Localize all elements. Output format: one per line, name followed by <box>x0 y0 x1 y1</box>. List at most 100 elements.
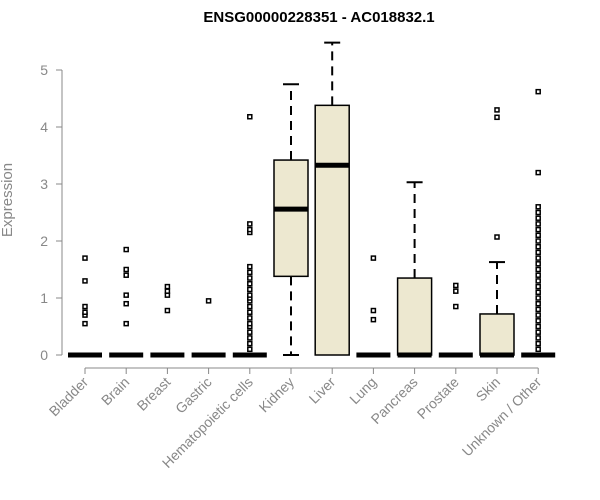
outlier-point <box>123 320 129 327</box>
box-hematopoietic-cells <box>232 113 267 358</box>
box-liver <box>314 41 350 356</box>
y-tick-label: 0 <box>40 347 48 363</box>
outlier-point <box>535 340 541 347</box>
outlier-point <box>164 288 171 294</box>
outlier-point <box>247 335 253 341</box>
outlier-point <box>535 232 541 239</box>
x-tick-label: Bladder <box>46 374 92 420</box>
outlier-point <box>535 249 541 256</box>
outlier-point <box>535 289 541 296</box>
iqr-box <box>314 104 350 356</box>
outlier-point <box>247 263 253 270</box>
y-tick-label: 3 <box>40 176 48 192</box>
chart-title: ENSG00000228351 - AC018832.1 <box>203 9 434 26</box>
outlier-point <box>453 288 459 294</box>
outlier-point <box>247 320 253 327</box>
outlier-point <box>535 318 541 324</box>
outlier-point <box>535 312 541 318</box>
box-lung <box>356 255 391 358</box>
outlier-point <box>123 300 129 307</box>
outlier-point <box>535 278 541 284</box>
outlier-point <box>82 278 88 284</box>
outlier-point <box>82 309 88 315</box>
outlier-point <box>247 309 253 315</box>
iqr-box <box>273 159 309 278</box>
outlier-point <box>247 303 253 310</box>
outlier-point <box>535 272 541 278</box>
outlier-point <box>535 221 541 227</box>
outlier-point <box>247 221 253 227</box>
outlier-point <box>453 303 459 310</box>
box-gastric <box>191 298 226 358</box>
outlier-point <box>247 329 253 335</box>
outlier-point <box>82 255 88 261</box>
x-tick-label: Breast <box>134 374 174 414</box>
outlier-point <box>535 300 541 307</box>
outlier-point <box>247 281 253 287</box>
outlier-point <box>123 266 129 273</box>
outlier-point <box>535 226 541 233</box>
outlier-point <box>247 292 253 298</box>
box-skin <box>479 107 515 358</box>
outlier-point <box>247 340 253 347</box>
outlier-point <box>164 307 171 314</box>
outlier-point <box>535 215 541 221</box>
outlier-point <box>535 283 541 290</box>
outlier-point <box>535 335 541 341</box>
x-tick-label: Brain <box>98 374 132 408</box>
box-breast <box>150 283 185 358</box>
y-tick-label: 5 <box>40 62 48 78</box>
outlier-point <box>535 323 541 330</box>
outlier-point <box>247 275 253 281</box>
outlier-point <box>535 169 541 176</box>
outlier-point <box>123 292 129 298</box>
outlier-point <box>535 261 541 267</box>
box-unknown-other <box>521 88 556 358</box>
outlier-point <box>494 114 500 121</box>
box-kidney <box>273 83 309 356</box>
outlier-point <box>247 315 253 321</box>
box-brain <box>109 246 144 358</box>
outlier-point <box>535 266 541 273</box>
box-pancreas <box>396 181 433 358</box>
box-prostate <box>438 282 473 358</box>
box-bladder <box>68 255 102 358</box>
x-tick-label: Prostate <box>414 374 462 422</box>
y-tick-label: 4 <box>40 119 48 135</box>
y-tick-label: 2 <box>40 233 48 249</box>
outlier-point <box>535 238 541 244</box>
iqr-box <box>479 313 515 356</box>
outlier-point <box>535 243 541 250</box>
outlier-point <box>535 209 541 216</box>
outlier-point <box>535 204 541 210</box>
x-tick-label: Liver <box>306 374 339 407</box>
outlier-point <box>82 320 88 327</box>
x-tick-label: Kidney <box>256 374 298 416</box>
outlier-point <box>535 255 541 261</box>
x-tick-label: Skin <box>473 374 504 405</box>
outlier-point <box>247 269 253 276</box>
chart-marks <box>68 41 556 358</box>
outlier-point <box>247 113 253 120</box>
outlier-point <box>535 88 541 95</box>
outlier-point <box>453 282 459 289</box>
outlier-point <box>82 303 88 310</box>
outlier-point <box>494 107 500 113</box>
outlier-point <box>247 286 253 293</box>
outlier-point <box>164 283 171 290</box>
outlier-point <box>370 255 377 261</box>
outlier-point <box>370 307 377 314</box>
outlier-point <box>494 234 500 240</box>
y-tick-label: 1 <box>40 290 48 306</box>
outlier-point <box>535 306 541 313</box>
iqr-box <box>396 277 433 356</box>
outlier-point <box>370 316 377 323</box>
outlier-point <box>123 272 129 278</box>
outlier-point <box>123 246 129 253</box>
outlier-point <box>247 226 253 233</box>
outlier-point <box>205 298 212 304</box>
outlier-point <box>535 346 541 353</box>
outlier-point <box>535 329 541 335</box>
y-axis-label: Expression <box>0 163 16 237</box>
